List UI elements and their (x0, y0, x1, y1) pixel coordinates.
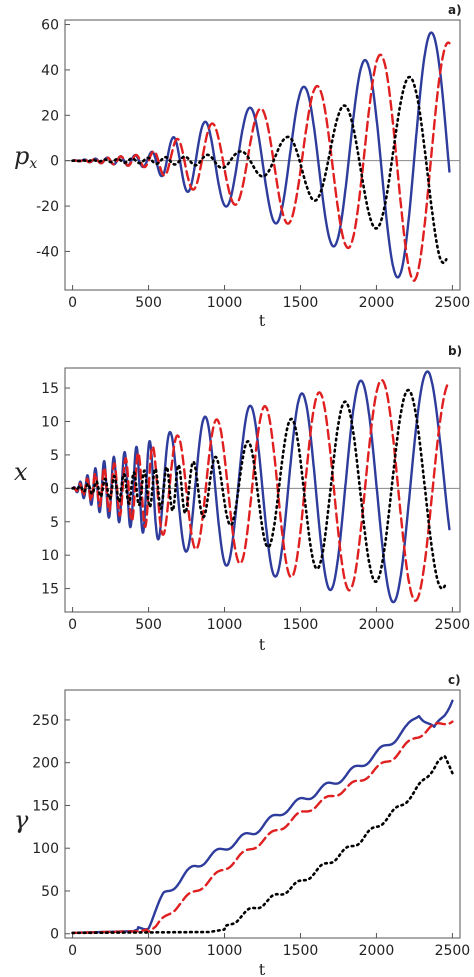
panel-c-xtick-label: 0 (68, 943, 77, 959)
panel-b-ytick-label: 15 (41, 381, 59, 397)
panel-b-xtick-label: 2000 (359, 617, 395, 633)
panel-b-xlabel: t (259, 635, 266, 654)
panel-a-ytick-label: 40 (41, 63, 59, 79)
panel-b-xtick-label: 2500 (435, 617, 471, 633)
panel-a-ylabel-main: p (14, 142, 29, 170)
panel-b-series-dotted (71, 388, 447, 590)
panel-b-ytick-label: 10 (41, 414, 59, 430)
panel-c-series-solid (71, 699, 454, 935)
panel-c-xtick-label: 2000 (359, 943, 395, 959)
panel-a-xtick-label: 0 (68, 295, 77, 311)
panel-b-xtick-label: 0 (68, 617, 77, 633)
panel-b-xtick-label: 1500 (283, 617, 319, 633)
panel-c-xtick-label: 2500 (435, 943, 471, 959)
panel-c-ytick-label: 0 (50, 927, 59, 943)
panel-c-ytick-label: 250 (32, 713, 59, 729)
panel-a-ytick-label: 20 (41, 108, 59, 124)
panel-c-frame (64, 689, 461, 939)
panel-c-ytick-label: 50 (41, 884, 59, 900)
panel-c-xtick-label: 500 (135, 943, 162, 959)
panel-b-ytick-label: 5 (50, 515, 59, 531)
panel-b-ytick-label: 5 (50, 448, 59, 464)
panel-b-frame (64, 367, 461, 613)
panel-b-ytick-label: 10 (41, 548, 59, 564)
panel-a-xtick-label: 1000 (207, 295, 243, 311)
panel-a-frame (64, 19, 461, 291)
panel-c-tag: c) (448, 673, 461, 687)
panel-b: b) x t 0 500 1000 1500 2000 2500 15 10 5 0 5 10 15 (14, 344, 470, 654)
panel-b-xtick-label: 1000 (207, 617, 243, 633)
panel-a-ytick-label: -20 (36, 199, 59, 215)
panel-c-series-dotted (71, 754, 454, 935)
panel-b-ytick-label: 15 (41, 582, 59, 598)
panel-c-xtick-label: 1000 (207, 943, 243, 959)
panel-b-tag: b) (448, 344, 462, 358)
panel-c-xlabel: t (259, 960, 266, 977)
panel-b-ytick-label: 0 (50, 481, 59, 497)
panel-a-series-dotted (71, 75, 448, 265)
panel-a-ytick-label: -40 (36, 244, 59, 260)
panel-a-xlabel: t (259, 311, 266, 330)
panel-a-xtick-label: 1500 (283, 295, 319, 311)
panel-a-series-dashed (71, 41, 451, 282)
panel-c-ytick-label: 100 (32, 841, 59, 857)
panel-a: a) px t 0 500 1000 1500 2000 2500 -40 -20 0 20 40 6… (14, 3, 470, 330)
panel-a-xtick-label: 500 (135, 295, 162, 311)
panel-a-ylabel: px (14, 142, 37, 172)
panel-b-ylabel: x (14, 458, 28, 486)
panel-b-series-solid (71, 370, 451, 604)
panel-b-xtick-label: 500 (135, 617, 162, 633)
panel-a-xtick-label: 2500 (435, 295, 471, 311)
panel-a-ylabel-sub: x (29, 156, 37, 172)
panel-c-ylabel: γ (14, 806, 29, 834)
panel-a-tag: a) (448, 3, 462, 17)
panel-c: c) γ t 0 500 1000 1500 2000 2500 0 50 100 150 200 2… (14, 673, 470, 977)
panel-a-xtick-label: 2000 (359, 295, 395, 311)
panel-c-ytick-label: 150 (32, 798, 59, 814)
panel-a-ytick-label: 0 (50, 154, 59, 170)
panel-c-xtick-label: 1500 (283, 943, 319, 959)
panel-c-ytick-label: 200 (32, 756, 59, 772)
panel-a-ytick-label: 60 (41, 18, 59, 34)
